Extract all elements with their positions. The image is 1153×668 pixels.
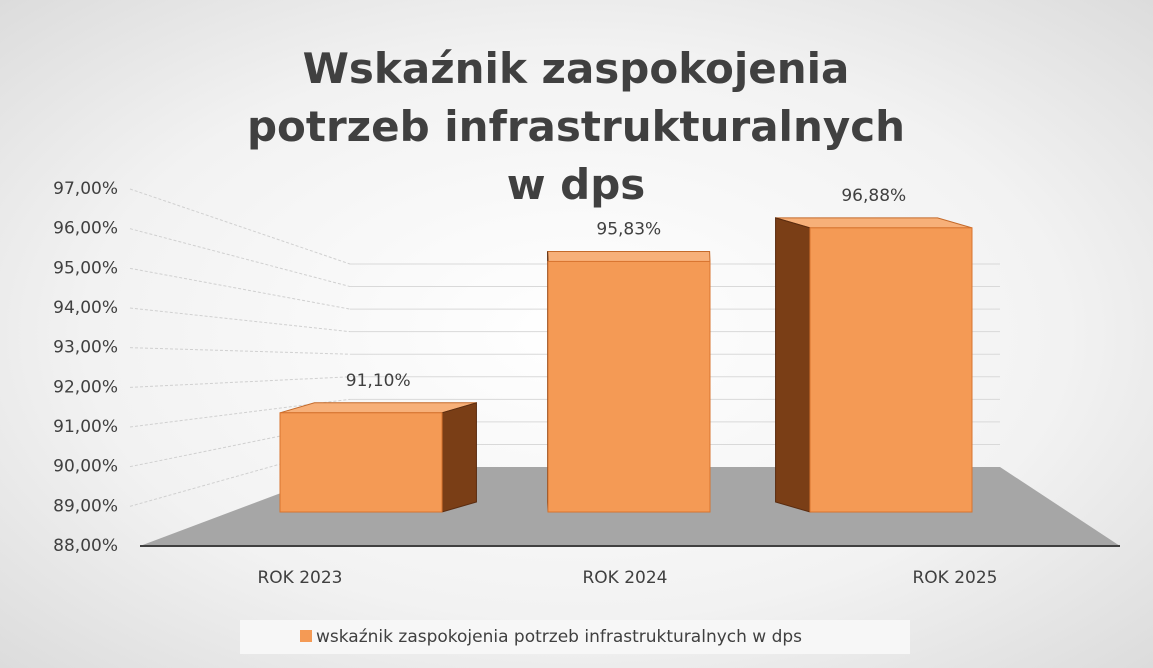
data-label: 91,10%	[346, 371, 411, 391]
data-label: 96,88%	[841, 186, 906, 206]
grid-line	[129, 347, 351, 355]
legend-swatch	[300, 630, 312, 642]
y-tick-label: 89,00%	[53, 496, 118, 516]
grid-line	[129, 267, 351, 310]
x-tick-label: ROK 2023	[257, 568, 342, 588]
y-tick-label: 97,00%	[53, 179, 118, 199]
y-tick-label: 95,00%	[53, 258, 118, 278]
legend-box	[240, 620, 910, 654]
bar-top	[547, 250, 711, 262]
y-tick-label: 88,00%	[53, 536, 118, 556]
grid-line	[129, 376, 351, 388]
legend-label: wskaźnik zaspokojenia potrzeb infrastruk…	[316, 627, 802, 647]
y-tick-label: 90,00%	[53, 457, 118, 477]
bar	[279, 412, 443, 513]
bar	[547, 260, 711, 513]
bar-side	[441, 402, 477, 513]
y-tick-label: 93,00%	[53, 338, 118, 358]
grid-line	[129, 398, 351, 428]
grid-line	[129, 307, 351, 333]
grid-line	[129, 228, 351, 288]
grid-line	[129, 188, 351, 265]
y-tick-label: 92,00%	[53, 377, 118, 397]
bar-side	[775, 217, 811, 513]
bar	[809, 227, 973, 513]
chart-title: Wskaźnik zaspokojenia potrzeb infrastruk…	[246, 44, 906, 209]
y-tick-label: 96,00%	[53, 219, 118, 239]
x-tick-label: ROK 2025	[912, 568, 997, 588]
y-tick-label: 94,00%	[53, 298, 118, 318]
y-tick-label: 91,00%	[53, 417, 118, 437]
data-label: 95,83%	[596, 219, 661, 239]
x-tick-label: ROK 2024	[582, 568, 667, 588]
